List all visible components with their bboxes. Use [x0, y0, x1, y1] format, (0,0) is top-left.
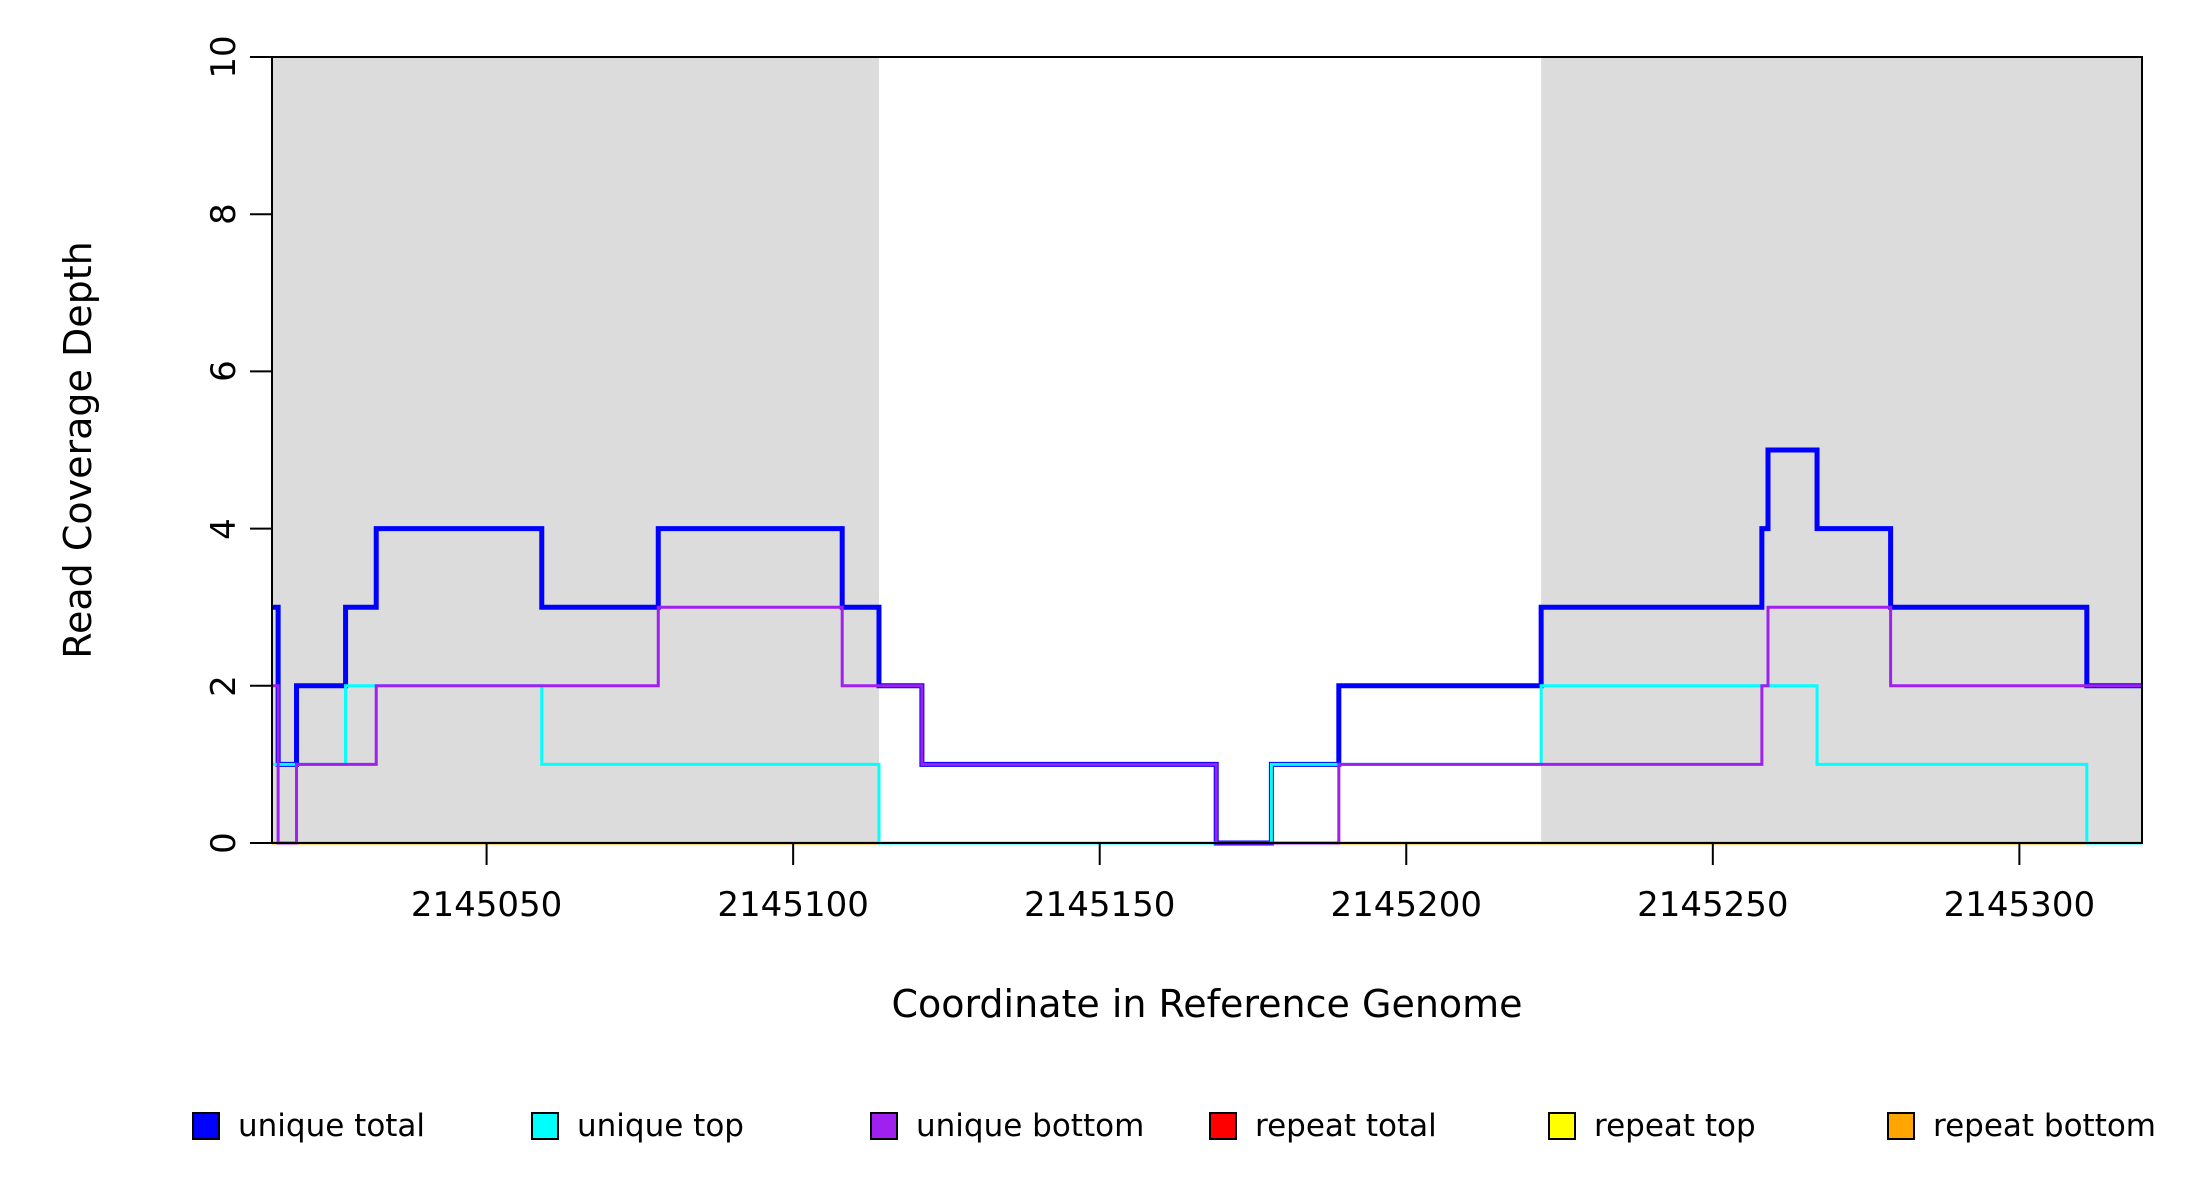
legend-swatch-icon — [870, 1112, 898, 1140]
legend-swatch-icon — [1209, 1112, 1237, 1140]
legend-item-repeat-top: repeat top — [1548, 1108, 1756, 1144]
y-axis-title: Read Coverage Depth — [56, 241, 100, 659]
x-tick-label: 2145300 — [1943, 885, 2096, 925]
shaded-region — [1541, 57, 2142, 843]
x-tick-label: 2145250 — [1637, 885, 1789, 925]
legend-swatch-icon — [192, 1112, 220, 1140]
series-unique-bottom — [272, 605, 2142, 845]
y-tick-label: 0 — [204, 832, 244, 854]
y-tick-label: 6 — [204, 360, 244, 383]
legend-item-unique-total: unique total — [192, 1108, 425, 1144]
y-tick-label: 2 — [204, 674, 244, 697]
x-tick-label: 2145200 — [1330, 885, 1482, 925]
x-tick-label: 2145050 — [410, 885, 563, 925]
x-axis-title: Coordinate in Reference Genome — [891, 982, 1523, 1026]
legend-label: repeat bottom — [1933, 1108, 2157, 1144]
y-tick-label: 8 — [204, 203, 244, 226]
x-tick-label: 2145100 — [717, 885, 869, 925]
legend-item-repeat-total: repeat total — [1209, 1108, 1437, 1144]
legend-item-unique-top: unique top — [531, 1108, 744, 1144]
y-tick-label: 10 — [204, 35, 244, 79]
shaded-region — [272, 57, 879, 843]
plot-area — [250, 56, 2143, 865]
legend-item-repeat-bottom: repeat bottom — [1887, 1108, 2156, 1144]
legend-swatch-icon — [531, 1112, 559, 1140]
plot-box — [271, 56, 2143, 844]
legend-item-unique-bottom: unique bottom — [870, 1108, 1144, 1144]
legend-swatch-icon — [1887, 1112, 1915, 1140]
legend-label: unique top — [577, 1108, 744, 1144]
legend-swatch-icon — [1548, 1112, 1576, 1140]
y-tick-label: 4 — [204, 517, 244, 540]
x-tick-label: 2145150 — [1023, 885, 1176, 925]
legend-label: unique bottom — [916, 1108, 1145, 1144]
legend-label: unique total — [238, 1108, 426, 1144]
legend-label: repeat total — [1255, 1108, 1437, 1144]
legend-label: repeat top — [1594, 1108, 1756, 1144]
